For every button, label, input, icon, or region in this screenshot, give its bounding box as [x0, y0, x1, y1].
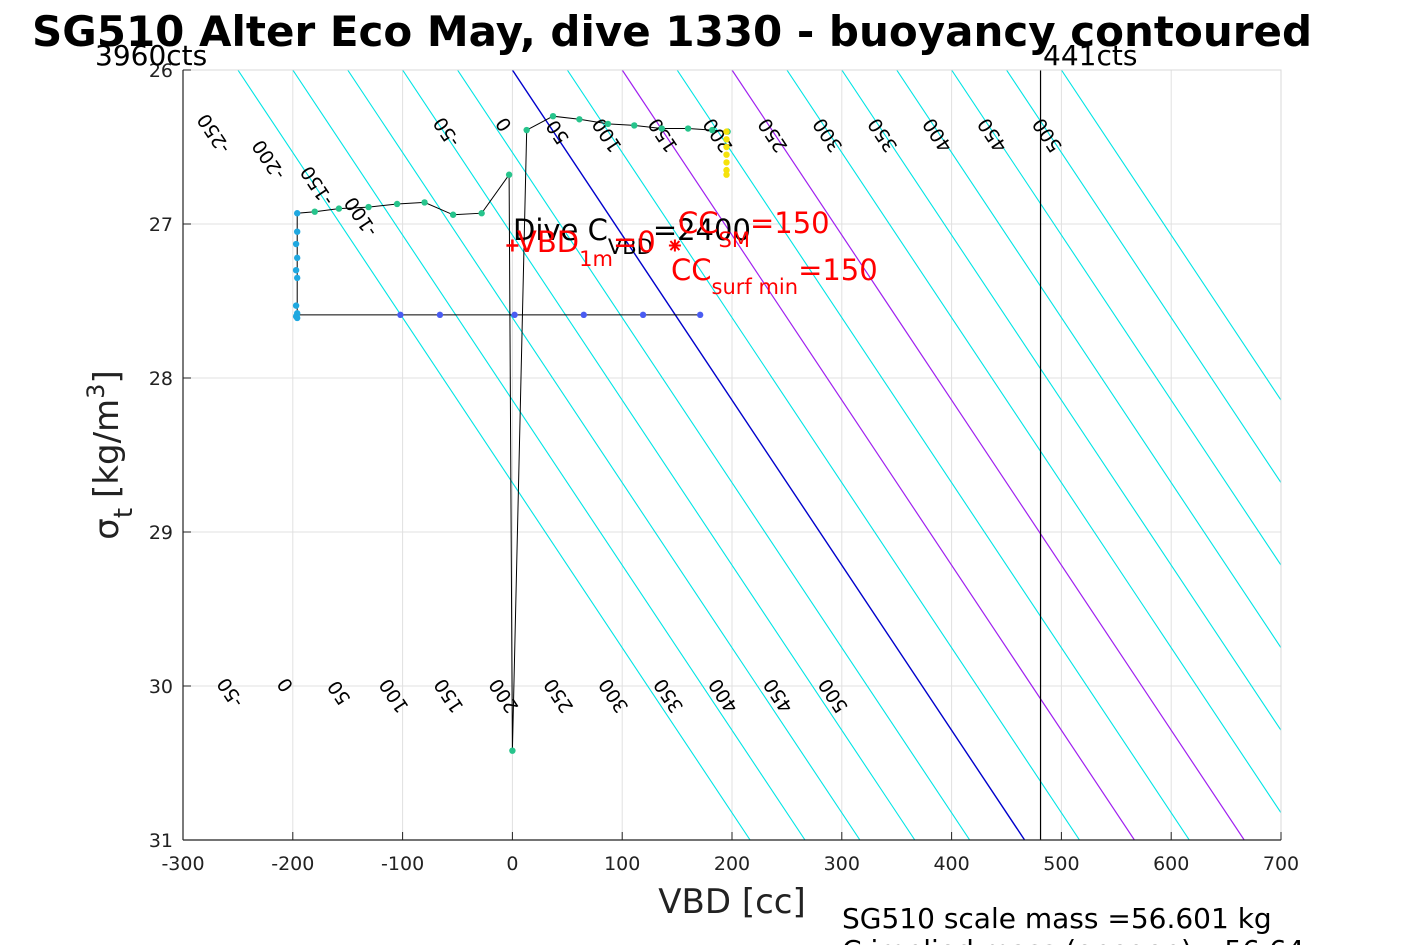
y-label-sub: t	[109, 508, 139, 518]
x-tick-label: 300	[824, 853, 860, 875]
contour-line	[457, 70, 971, 840]
contour-line	[402, 70, 916, 840]
data-point	[293, 274, 301, 282]
data-point	[478, 210, 485, 217]
data-point	[505, 171, 513, 178]
footer-line-1: SG510 scale mass =56.601 kg	[842, 902, 1272, 935]
x-axis-label: VBD [cc]	[658, 882, 806, 922]
contour-line	[1060, 70, 1281, 402]
data-point	[723, 143, 730, 151]
x-tick-label: 400	[933, 853, 969, 875]
data-point	[293, 228, 301, 235]
data-point	[723, 151, 730, 158]
contour-line	[731, 70, 1245, 840]
right-corner-label: 441cts	[1043, 39, 1137, 72]
y-tick-label: 27	[149, 214, 173, 236]
left-corner-label: 3960cts	[95, 39, 207, 72]
data-point	[292, 267, 300, 274]
y-label-sup: 3	[82, 384, 110, 399]
data-point	[509, 747, 516, 754]
contour-line	[511, 70, 1026, 840]
data-point	[709, 126, 716, 134]
contour-line	[676, 70, 1190, 840]
data-point	[397, 311, 404, 319]
x-tick-label: 700	[1263, 853, 1299, 875]
data-point	[293, 210, 301, 217]
data-point	[311, 208, 318, 215]
y-axis-label: σt [kg/m3]	[82, 370, 139, 539]
data-point	[292, 240, 300, 248]
buoyancy-contours	[237, 70, 1281, 840]
y-tick-label: 31	[149, 830, 173, 852]
y-label-unit-close: ]	[87, 370, 127, 383]
contour-line	[786, 70, 1281, 814]
data-point	[723, 159, 730, 166]
plus-marker	[506, 239, 519, 252]
cc-sm-label: CCSM=150	[678, 206, 830, 252]
contour-line	[566, 70, 1080, 840]
data-point	[292, 313, 300, 320]
contour-line	[896, 70, 1281, 649]
data-point	[365, 203, 372, 211]
data-point	[449, 211, 457, 218]
data-point	[631, 122, 638, 129]
data-point	[576, 116, 583, 123]
dive-c-vbd-label: Dive CVBD=2400	[513, 213, 751, 259]
chart-title: SG510 Alter Eco May, dive 1330 - buoyanc…	[32, 7, 1312, 56]
y-tick-label: 28	[149, 368, 173, 390]
star-marker	[668, 239, 681, 252]
contour-line	[292, 70, 806, 840]
trajectory-line	[296, 115, 728, 751]
x-tick-label: 600	[1153, 853, 1189, 875]
x-tick-label: -300	[161, 853, 204, 875]
data-point	[293, 254, 301, 262]
data-point	[723, 166, 730, 174]
x-tick-label: -200	[271, 853, 314, 875]
data-point	[580, 311, 587, 319]
data-point	[723, 171, 730, 178]
data-point	[723, 136, 730, 143]
data-point	[639, 311, 647, 319]
data-point	[292, 302, 300, 309]
y-label-unit: [kg/m	[87, 399, 127, 498]
data-point	[696, 311, 704, 319]
data-point	[436, 311, 444, 319]
y-label-sigma: σ	[87, 518, 127, 540]
data-point	[658, 125, 665, 132]
contour-line	[841, 70, 1281, 732]
contour-line	[621, 70, 1135, 840]
data-point	[723, 128, 730, 135]
contour-line	[347, 70, 861, 840]
x-tick-label: -100	[381, 853, 424, 875]
contour-line	[237, 70, 751, 840]
y-tick-label: 29	[149, 522, 173, 544]
footer-line-2: C implied mass (onegen) =56.64	[842, 934, 1304, 945]
data-points	[292, 113, 731, 754]
x-tick-label: 500	[1043, 853, 1079, 875]
vbd-1m-label: VBD1m=0	[517, 225, 656, 271]
data-point	[549, 113, 557, 120]
y-tick-label: 26	[149, 60, 173, 82]
x-tick-label: 100	[604, 853, 640, 875]
dive-trajectory	[296, 115, 728, 751]
data-point	[335, 205, 343, 212]
data-point	[393, 200, 401, 208]
y-tick-label: 30	[149, 676, 173, 698]
data-point	[523, 126, 530, 134]
contour-line	[951, 70, 1281, 567]
data-point	[421, 199, 428, 206]
axes: -300 -200 -100 0 100 200 300 400 500 600 700 26 27 28…	[149, 60, 1299, 875]
data-point	[684, 125, 692, 132]
cc-surf-min-label: CCsurf min=150	[671, 253, 878, 299]
x-tick-label: 200	[714, 853, 750, 875]
x-tick-label: 0	[506, 853, 518, 875]
data-point	[604, 120, 612, 128]
contour-line	[1006, 70, 1281, 484]
data-point	[511, 311, 518, 319]
